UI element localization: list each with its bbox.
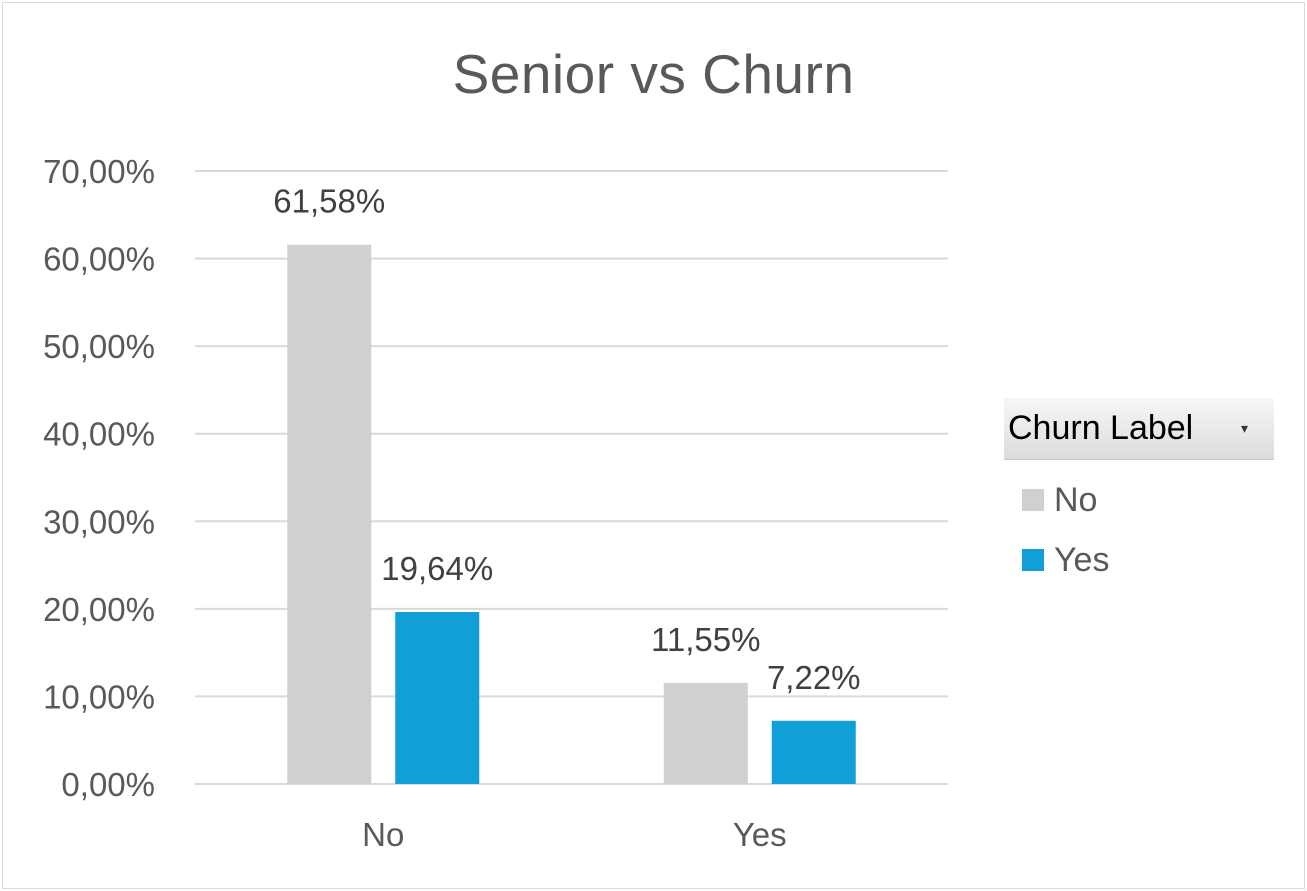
legend-title: Churn Label xyxy=(1008,409,1194,447)
legend-swatch-no xyxy=(1022,489,1044,511)
data-label: 11,55% xyxy=(651,621,760,658)
data-label: 19,64% xyxy=(381,550,493,587)
y-tick-label: 70,00% xyxy=(43,153,155,190)
legend: Churn Label ▾ No Yes xyxy=(1004,398,1274,580)
bar-no-no xyxy=(287,244,372,785)
x-tick-label: No xyxy=(362,816,404,853)
y-tick-label: 60,00% xyxy=(43,241,155,278)
legend-item-yes: Yes xyxy=(1004,540,1274,580)
legend-filter-header[interactable]: Churn Label ▾ xyxy=(1004,398,1274,460)
y-tick-label: 20,00% xyxy=(43,591,155,628)
y-tick-label: 30,00% xyxy=(43,503,155,540)
bar-yes-yes xyxy=(771,720,856,784)
legend-swatch-yes xyxy=(1022,549,1044,571)
filter-dropdown-icon[interactable]: ▾ xyxy=(1240,420,1248,436)
legend-label-yes: Yes xyxy=(1054,540,1110,579)
data-label: 61,58% xyxy=(273,183,385,220)
y-tick-label: 40,00% xyxy=(43,416,155,453)
y-tick-label: 50,00% xyxy=(43,328,155,365)
legend-item-no: No xyxy=(1004,480,1274,520)
x-tick-label: Yes xyxy=(733,816,787,853)
bar-no-yes xyxy=(663,682,748,784)
y-tick-label: 10,00% xyxy=(43,678,155,715)
data-label: 7,22% xyxy=(767,659,861,696)
legend-label-no: No xyxy=(1054,480,1098,519)
bar-yes-no xyxy=(395,612,480,784)
y-tick-label: 0,00% xyxy=(61,766,155,803)
chart-title: Senior vs Churn xyxy=(452,43,855,105)
